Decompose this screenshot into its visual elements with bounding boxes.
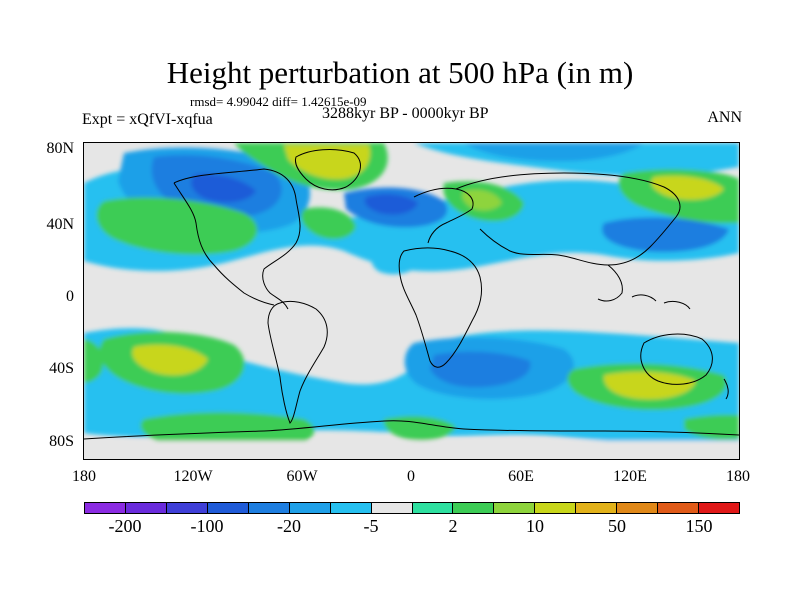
field-eur-core bbox=[364, 194, 418, 215]
contour-map bbox=[84, 143, 739, 459]
season-label: ANN bbox=[707, 109, 742, 126]
colorbar-swatch-6 bbox=[330, 503, 372, 513]
field-so-dark bbox=[430, 351, 531, 388]
field-sp-yellow bbox=[132, 344, 208, 376]
field-asia-yellow bbox=[462, 189, 502, 211]
field-pac-green bbox=[301, 207, 356, 240]
lat-label-40s: 40S bbox=[49, 360, 74, 377]
colorbar-label: 2 bbox=[448, 516, 458, 536]
lat-label-80n: 80N bbox=[46, 140, 74, 157]
period-label: 3288kyr BP - 0000kyr BP bbox=[322, 105, 489, 122]
coastlines bbox=[84, 149, 739, 440]
field-sp-green-low bbox=[140, 412, 315, 450]
plot-title: Height perturbation at 500 hPa (in m) bbox=[166, 55, 634, 90]
colorbar-label: -200 bbox=[108, 516, 142, 536]
map-panel bbox=[83, 142, 740, 460]
colorbar-swatch-15 bbox=[699, 503, 739, 513]
lon-label-120w: 120W bbox=[173, 468, 213, 485]
colorbar-swatch-14 bbox=[658, 503, 700, 513]
colorbar-swatch-7 bbox=[371, 503, 413, 513]
colorbar-label: 10 bbox=[526, 516, 544, 536]
colorbar-swatch-13 bbox=[617, 503, 659, 513]
colorbar-label: -5 bbox=[363, 516, 379, 536]
field-arctic-dark bbox=[464, 143, 644, 162]
lon-label-180w: 180 bbox=[72, 468, 96, 485]
colorbar-swatch-3 bbox=[207, 503, 249, 513]
colorbar-label: -20 bbox=[277, 516, 301, 536]
field-io-yellow bbox=[603, 371, 696, 400]
colorbar bbox=[84, 502, 740, 514]
lon-label-60w: 60W bbox=[286, 468, 318, 485]
field-na-core bbox=[191, 173, 256, 203]
field-pac-yellow-core bbox=[651, 175, 724, 200]
lat-label-40n: 40N bbox=[46, 216, 74, 233]
field-japan-blue bbox=[602, 217, 729, 253]
colorbar-swatch-4 bbox=[248, 503, 290, 513]
lon-label-120e: 120E bbox=[613, 468, 647, 485]
colorbar-label: -100 bbox=[190, 516, 224, 536]
colorbar-swatch-8 bbox=[412, 503, 454, 513]
colorbar-swatch-12 bbox=[576, 503, 618, 513]
lat-label-0: 0 bbox=[66, 288, 74, 305]
colorbar-swatch-0 bbox=[85, 503, 126, 513]
experiment-label: Expt = xQfVI-xqfua bbox=[82, 111, 213, 128]
colorbar-swatch-2 bbox=[166, 503, 208, 513]
colorbar-swatch-10 bbox=[494, 503, 536, 513]
colorbar-swatch-5 bbox=[289, 503, 331, 513]
field-greenland-core bbox=[284, 145, 371, 180]
colorbar-label: 50 bbox=[608, 516, 626, 536]
colorbar-swatch-9 bbox=[453, 503, 495, 513]
lon-label-180e: 180 bbox=[726, 468, 750, 485]
colorbar-label: 150 bbox=[685, 516, 713, 536]
field-mid-blue bbox=[371, 251, 418, 275]
colorbar-swatch-11 bbox=[535, 503, 577, 513]
lon-label-60e: 60E bbox=[508, 468, 534, 485]
lat-label-80s: 80S bbox=[49, 433, 74, 450]
lon-label-0: 0 bbox=[407, 468, 415, 485]
field-sp-green-west bbox=[84, 339, 104, 383]
colorbar-swatch-1 bbox=[125, 503, 167, 513]
field-ant-green bbox=[383, 416, 456, 441]
stats-text: rmsd= 4.99042 diff= 1.42615e-09 bbox=[190, 94, 367, 109]
field-ant-band bbox=[84, 441, 739, 459]
field-npac-green bbox=[96, 197, 258, 255]
